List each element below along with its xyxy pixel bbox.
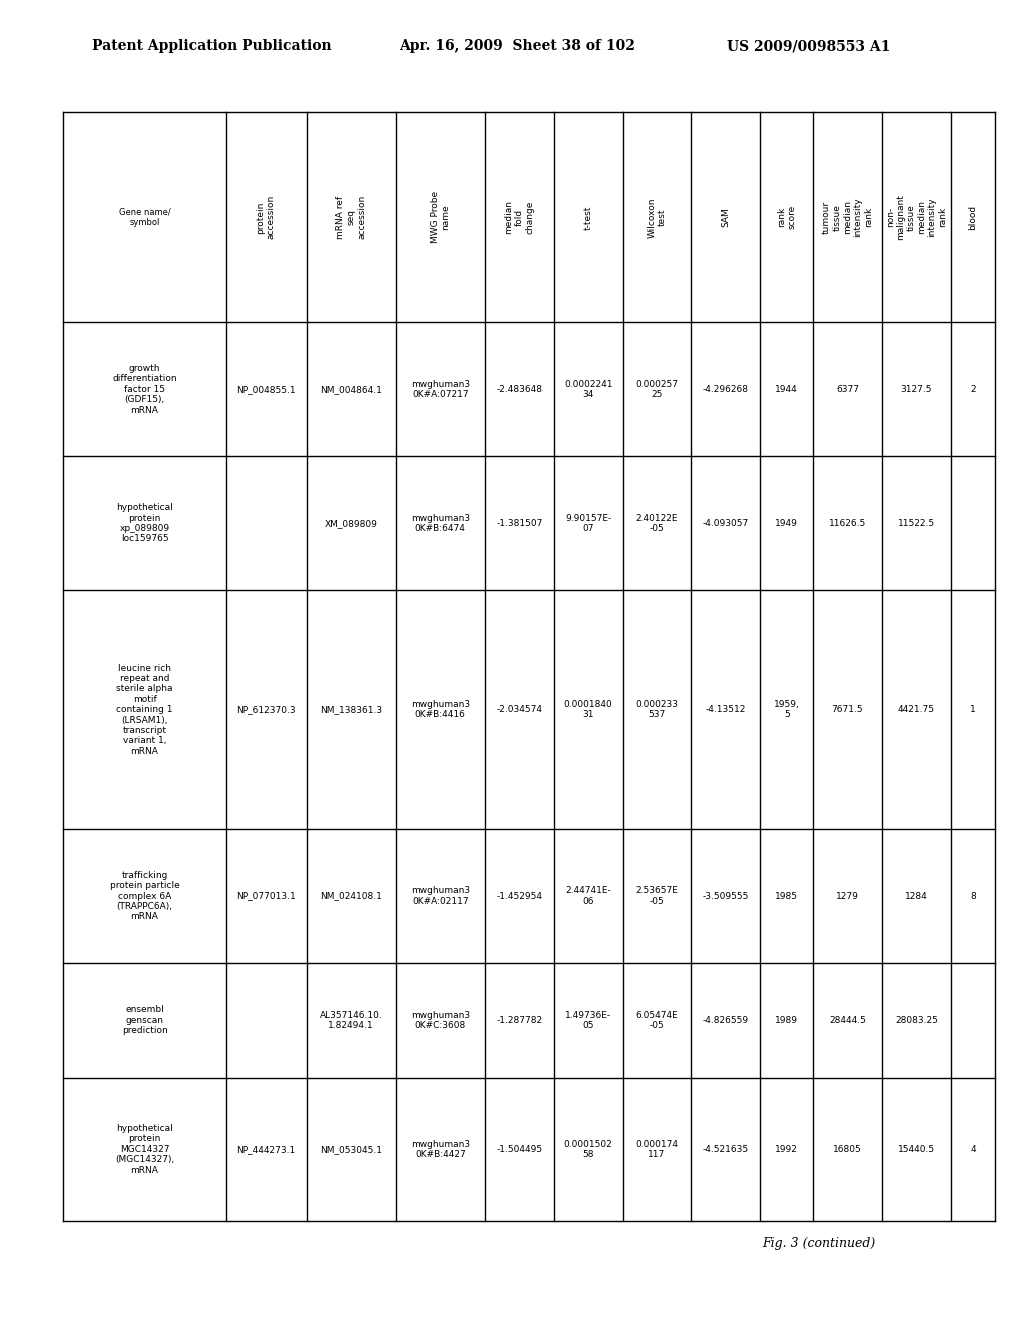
Text: mwghuman3
0K#B:6474: mwghuman3 0K#B:6474 [411, 513, 470, 533]
Text: US 2009/0098553 A1: US 2009/0098553 A1 [727, 40, 891, 53]
Text: median
fold
change: median fold change [505, 201, 535, 235]
Text: 1989: 1989 [775, 1016, 798, 1024]
Text: leucine rich
repeat and
sterile alpha
motif
containing 1
(LRSAM1),
transcript
va: leucine rich repeat and sterile alpha mo… [117, 664, 173, 756]
Text: -2.034574: -2.034574 [497, 705, 543, 714]
Text: 2: 2 [970, 385, 976, 393]
Text: mwghuman3
0K#A:07217: mwghuman3 0K#A:07217 [411, 380, 470, 399]
Text: 16805: 16805 [834, 1144, 862, 1154]
Text: 1959,
5: 1959, 5 [774, 700, 800, 719]
Text: 1985: 1985 [775, 891, 798, 900]
Text: NP_612370.3: NP_612370.3 [237, 705, 296, 714]
Text: mwghuman3
0K#A:02117: mwghuman3 0K#A:02117 [411, 886, 470, 906]
Text: 8: 8 [970, 891, 976, 900]
Text: 15440.5: 15440.5 [898, 1144, 935, 1154]
Text: hypothetical
protein
xp_089809
loc159765: hypothetical protein xp_089809 loc159765 [116, 503, 173, 544]
Text: NM_004864.1: NM_004864.1 [321, 385, 382, 393]
Text: Patent Application Publication: Patent Application Publication [92, 40, 332, 53]
Text: NP_077013.1: NP_077013.1 [237, 891, 296, 900]
Text: 11626.5: 11626.5 [828, 519, 866, 528]
Text: SAM: SAM [721, 207, 730, 227]
Text: ensembl
genscan
prediction: ensembl genscan prediction [122, 1006, 167, 1035]
Text: NM_138361.3: NM_138361.3 [321, 705, 382, 714]
Text: 0.0001502
58: 0.0001502 58 [564, 1139, 612, 1159]
Text: XM_089809: XM_089809 [325, 519, 378, 528]
Text: growth
differentiation
factor 15
(GDF15),
mRNA: growth differentiation factor 15 (GDF15)… [113, 364, 177, 414]
Text: -1.504495: -1.504495 [497, 1144, 543, 1154]
Text: -4.521635: -4.521635 [702, 1144, 749, 1154]
Text: 1949: 1949 [775, 519, 798, 528]
Text: 0.0001840
31: 0.0001840 31 [564, 700, 612, 719]
Text: 4: 4 [970, 1144, 976, 1154]
Text: AL357146.10.
1.82494.1: AL357146.10. 1.82494.1 [319, 1011, 383, 1030]
Text: 7671.5: 7671.5 [831, 705, 863, 714]
Text: hypothetical
protein
MGC14327
(MGC14327),
mRNA: hypothetical protein MGC14327 (MGC14327)… [115, 1125, 174, 1175]
Text: protein
accession: protein accession [256, 195, 275, 239]
Text: 0.000174
117: 0.000174 117 [636, 1139, 679, 1159]
Text: mwghuman3
0K#B:4416: mwghuman3 0K#B:4416 [411, 700, 470, 719]
Text: -4.093057: -4.093057 [702, 519, 749, 528]
Text: 1.49736E-
05: 1.49736E- 05 [565, 1011, 611, 1030]
Text: -4.13512: -4.13512 [706, 705, 746, 714]
Text: 1: 1 [970, 705, 976, 714]
Text: 0.0002241
34: 0.0002241 34 [564, 380, 612, 399]
Text: 28444.5: 28444.5 [829, 1016, 866, 1024]
Text: Apr. 16, 2009  Sheet 38 of 102: Apr. 16, 2009 Sheet 38 of 102 [399, 40, 635, 53]
Text: blood: blood [969, 205, 978, 230]
Text: Wilcoxon
test: Wilcoxon test [647, 197, 667, 238]
Text: non-
malignant
tissue
median
intensity
rank: non- malignant tissue median intensity r… [886, 194, 947, 240]
Text: trafficking
protein particle
complex 6A
(TRAPPC6A),
mRNA: trafficking protein particle complex 6A … [110, 871, 179, 921]
Text: t-test: t-test [584, 205, 593, 230]
Text: mRNA ref
seq
accession: mRNA ref seq accession [336, 195, 366, 239]
Text: 1992: 1992 [775, 1144, 798, 1154]
Text: Fig. 3 (continued): Fig. 3 (continued) [763, 1237, 876, 1250]
Text: NM_024108.1: NM_024108.1 [321, 891, 382, 900]
Text: 0.000257
25: 0.000257 25 [636, 380, 679, 399]
Text: mwghuman3
0K#B:4427: mwghuman3 0K#B:4427 [411, 1139, 470, 1159]
Text: 11522.5: 11522.5 [898, 519, 935, 528]
Text: NP_444273.1: NP_444273.1 [237, 1144, 296, 1154]
Text: -2.483648: -2.483648 [497, 385, 543, 393]
Text: -1.381507: -1.381507 [496, 519, 543, 528]
Text: rank
score: rank score [777, 205, 797, 230]
Text: 6377: 6377 [836, 385, 859, 393]
Text: 9.90157E-
07: 9.90157E- 07 [565, 513, 611, 533]
Text: 2.53657E
-05: 2.53657E -05 [636, 886, 679, 906]
Text: mwghuman3
0K#C:3608: mwghuman3 0K#C:3608 [411, 1011, 470, 1030]
Text: tumour
tissue
median
intensity
rank: tumour tissue median intensity rank [822, 198, 872, 238]
Text: MWG Probe
name: MWG Probe name [430, 191, 450, 243]
Text: -1.452954: -1.452954 [497, 891, 543, 900]
Text: 4421.75: 4421.75 [898, 705, 935, 714]
Text: 1284: 1284 [905, 891, 928, 900]
Text: 28083.25: 28083.25 [895, 1016, 938, 1024]
Text: Gene name/
symbol: Gene name/ symbol [119, 207, 170, 227]
Text: NP_004855.1: NP_004855.1 [237, 385, 296, 393]
Text: 1279: 1279 [836, 891, 859, 900]
Text: NM_053045.1: NM_053045.1 [321, 1144, 382, 1154]
Text: -4.826559: -4.826559 [702, 1016, 749, 1024]
Text: 6.05474E
-05: 6.05474E -05 [636, 1011, 679, 1030]
Text: 2.40122E
-05: 2.40122E -05 [636, 513, 678, 533]
Text: 3127.5: 3127.5 [900, 385, 932, 393]
Text: -4.296268: -4.296268 [702, 385, 749, 393]
Text: 1944: 1944 [775, 385, 798, 393]
Text: -3.509555: -3.509555 [702, 891, 750, 900]
Text: -1.287782: -1.287782 [497, 1016, 543, 1024]
Text: 2.44741E-
06: 2.44741E- 06 [565, 886, 611, 906]
Text: 0.000233
537: 0.000233 537 [636, 700, 679, 719]
